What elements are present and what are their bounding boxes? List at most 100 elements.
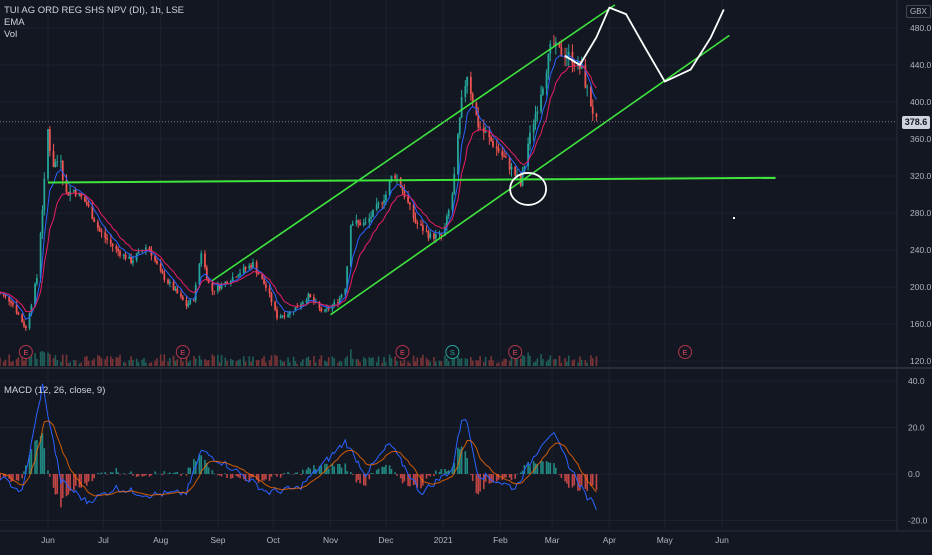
- macd-histogram-bar: [497, 474, 500, 480]
- price-candle: [440, 233, 443, 236]
- macd-histogram-bar: [187, 467, 190, 474]
- volume-bar: [529, 355, 531, 366]
- price-candle: [580, 64, 583, 69]
- volume-bar: [141, 359, 143, 366]
- macd-histogram-bar: [250, 474, 252, 478]
- volume-bar: [244, 361, 247, 366]
- volume-bar: [294, 360, 297, 366]
- price-candle: [276, 309, 278, 319]
- macd-histogram-bar: [69, 474, 71, 491]
- macd-histogram-bar: [482, 474, 485, 490]
- price-candle: [185, 300, 188, 307]
- price-candle: [591, 106, 594, 114]
- macd-histogram-bar: [248, 474, 251, 482]
- macd-histogram-bar: [91, 474, 94, 482]
- volume-bar: [174, 360, 177, 366]
- volume-bar: [523, 355, 526, 366]
- macd-histogram-bar: [174, 472, 177, 474]
- volume-bar: [100, 358, 103, 366]
- legend-ema[interactable]: EMA: [4, 17, 25, 28]
- macd-histogram-bar: [80, 474, 83, 488]
- price-candle: [479, 127, 481, 129]
- macd-histogram-bar: [56, 474, 59, 495]
- macd-histogram-bar: [206, 463, 208, 474]
- volume-bar: [595, 356, 598, 366]
- volume-bar: [427, 359, 430, 366]
- price-candle: [383, 200, 385, 204]
- volume-bar: [451, 353, 454, 366]
- price-candle: [287, 314, 289, 317]
- split-marker-label: S: [450, 348, 455, 357]
- volume-bar: [111, 358, 114, 366]
- volume-bar: [357, 359, 360, 366]
- price-candle: [283, 315, 286, 317]
- price-candle: [453, 173, 456, 195]
- price-candle: [274, 302, 277, 310]
- macd-histogram-bar: [545, 461, 548, 474]
- earnings-marker-label: E: [683, 348, 688, 357]
- macd-histogram-bar: [218, 474, 221, 476]
- macd-histogram-bar: [425, 474, 428, 479]
- price-tick-label: 200.0: [910, 282, 932, 292]
- volume-bar: [172, 355, 175, 366]
- price-candle: [8, 296, 11, 302]
- macd-histogram-bar: [542, 461, 544, 474]
- price-candle: [434, 234, 437, 239]
- macd-histogram-bar: [470, 474, 472, 476]
- macd-histogram-bar: [401, 474, 404, 484]
- macd-histogram-bar: [0, 474, 1, 481]
- volume-bar: [60, 361, 62, 366]
- price-candle: [87, 204, 90, 206]
- earnings-marker: [18, 345, 33, 359]
- macd-histogram-bar: [84, 474, 86, 484]
- volume-bar: [218, 362, 221, 366]
- currency-badge[interactable]: GBX: [906, 5, 931, 18]
- macd-histogram-bar: [370, 472, 372, 474]
- macd-histogram-bar: [93, 474, 95, 479]
- macd-histogram-bar: [85, 474, 88, 486]
- macd-histogram-bar: [427, 474, 430, 476]
- macd-histogram-bar: [573, 474, 576, 486]
- price-candle: [510, 166, 513, 170]
- macd-histogram-bar: [117, 472, 119, 474]
- macd-histogram-bar: [54, 474, 57, 495]
- macd-histogram-bar: [87, 474, 90, 482]
- macd-histogram-bar: [115, 468, 118, 474]
- price-candle: [263, 279, 265, 285]
- price-candle: [301, 302, 304, 305]
- price-candle: [239, 273, 241, 276]
- legend-symbol[interactable]: TUI AG ORD REG SHS NPV (DI), 1h, LSE: [4, 5, 185, 16]
- volume-bar: [344, 358, 347, 366]
- macd-histogram-bar: [302, 469, 304, 474]
- volume-bar: [579, 356, 581, 366]
- price-candle: [340, 294, 343, 298]
- macd-histogram-bar: [422, 474, 424, 486]
- price-candle: [541, 88, 544, 95]
- volume-bar: [362, 357, 365, 366]
- volume-bar: [396, 361, 398, 366]
- x-tick-label: Aug: [153, 535, 168, 545]
- x-tick-label: Nov: [323, 535, 339, 545]
- price-candle: [327, 308, 330, 310]
- price-candle: [213, 290, 216, 292]
- volume-bar: [527, 352, 529, 366]
- price-candle: [132, 260, 134, 264]
- price-candle: [176, 288, 179, 294]
- volume-bar: [340, 361, 343, 366]
- volume-bar: [230, 358, 232, 366]
- last-price-tag: 378.6: [902, 116, 930, 129]
- legend-vol[interactable]: Vol: [4, 29, 18, 40]
- volume-bar: [407, 361, 409, 366]
- legend-macd-label[interactable]: MACD (12, 26, close, 9): [4, 385, 106, 396]
- volume-bar: [187, 362, 190, 366]
- volume-bar: [497, 362, 500, 366]
- price-candle: [60, 161, 62, 162]
- volume-bar: [36, 358, 38, 366]
- volume-bar: [104, 359, 107, 366]
- volume-bar: [425, 357, 428, 366]
- volume-bar: [475, 360, 478, 366]
- price-candle: [318, 302, 321, 308]
- volume-bar: [390, 357, 393, 366]
